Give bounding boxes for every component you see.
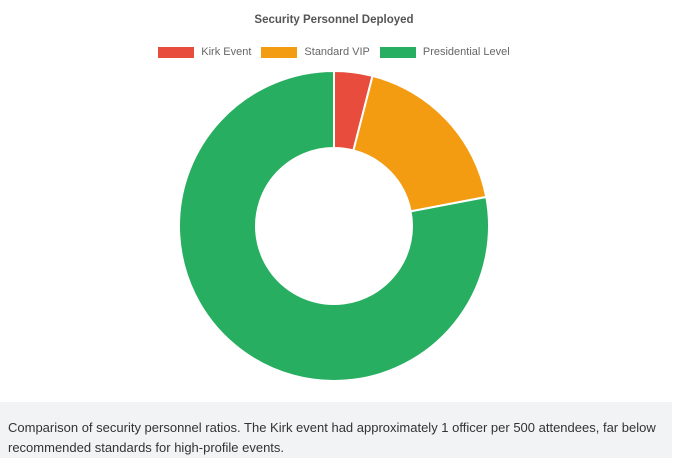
chart-legend: Kirk Event Standard VIP Presidential Level: [0, 46, 668, 58]
legend-swatch: [379, 46, 416, 58]
legend-item[interactable]: Kirk Event: [158, 46, 251, 58]
chart-container: Security Personnel Deployed Kirk Event St…: [0, 14, 668, 382]
legend-label: Kirk Event: [201, 46, 252, 58]
donut-chart: [178, 69, 490, 382]
donut-slice[interactable]: [178, 69, 490, 382]
legend-item[interactable]: Presidential Level: [379, 46, 510, 58]
legend-swatch: [158, 46, 195, 58]
legend-label: Presidential Level: [422, 46, 510, 58]
legend-label: Standard VIP: [304, 46, 370, 58]
legend-swatch: [261, 46, 298, 58]
legend-item[interactable]: Standard VIP: [261, 46, 370, 58]
chart-caption: Comparison of security personnel ratios.…: [0, 402, 672, 458]
chart-title: Security Personnel Deployed: [254, 14, 414, 26]
donut-slice[interactable]: [352, 74, 488, 213]
